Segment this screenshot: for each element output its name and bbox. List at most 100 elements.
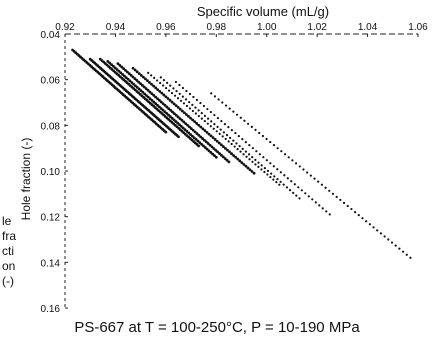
- data-point: [219, 143, 223, 147]
- data-point: [276, 178, 279, 181]
- data-point: [139, 89, 143, 93]
- data-point: [207, 149, 211, 153]
- data-point: [176, 121, 180, 125]
- data-point: [280, 150, 283, 153]
- data-point: [137, 72, 141, 75]
- data-point: [387, 238, 390, 241]
- data-point: [275, 181, 278, 184]
- x-tick-label: 0.98: [207, 22, 227, 33]
- data-point: [244, 164, 248, 168]
- data-point: [248, 144, 251, 147]
- data-point: [195, 98, 199, 102]
- data-point: [191, 103, 194, 106]
- y-tick-label: 0.08: [41, 121, 61, 132]
- data-point: [368, 223, 371, 226]
- data-point: [236, 148, 239, 151]
- data-point: [228, 107, 231, 110]
- data-point: [279, 180, 282, 183]
- data-series-6: [131, 66, 256, 175]
- data-point: [211, 136, 215, 140]
- data-point: [197, 114, 200, 118]
- data-point: [146, 88, 150, 92]
- data-point: [170, 116, 174, 120]
- data-point: [216, 116, 219, 120]
- data-point: [223, 122, 226, 126]
- data-point: [156, 88, 160, 92]
- y-axis-title-part: (-): [2, 274, 14, 288]
- data-point: [174, 113, 178, 117]
- data-point: [328, 213, 331, 216]
- data-point: [167, 107, 171, 111]
- data-point: [248, 158, 251, 161]
- data-point: [178, 107, 182, 111]
- data-point: [214, 148, 218, 152]
- data-point: [146, 79, 149, 83]
- data-series-10: [210, 92, 412, 259]
- data-point: [311, 198, 314, 201]
- y-axis-title-part: le: [2, 214, 12, 228]
- data-point: [300, 189, 303, 192]
- data-point: [199, 135, 203, 139]
- data-series-3: [98, 57, 201, 148]
- data-point: [282, 183, 285, 186]
- data-point: [383, 235, 386, 238]
- data-point: [236, 157, 240, 161]
- data-point: [239, 150, 242, 153]
- data-point: [298, 165, 301, 168]
- data-point: [178, 117, 182, 120]
- data-point: [184, 98, 188, 101]
- data-point: [294, 162, 298, 165]
- data-point: [124, 76, 128, 80]
- data-point: [203, 138, 206, 142]
- data-point: [201, 137, 204, 140]
- data-point: [164, 130, 168, 134]
- data-point: [150, 74, 153, 77]
- data-point: [243, 119, 246, 122]
- data-point: [152, 93, 156, 97]
- data-point: [178, 92, 181, 95]
- data-point: [174, 80, 178, 84]
- data-point: [230, 142, 233, 146]
- data-point: [153, 76, 156, 79]
- data-point: [350, 207, 353, 211]
- data-point: [346, 204, 349, 208]
- data-point: [185, 113, 188, 116]
- data-point: [154, 102, 158, 106]
- data-point: [193, 120, 197, 124]
- data-point: [246, 166, 250, 170]
- data-point: [198, 141, 202, 145]
- data-point: [172, 87, 175, 90]
- data-point: [215, 139, 219, 143]
- data-point: [203, 114, 207, 117]
- data-point: [260, 164, 263, 167]
- data-point: [139, 73, 143, 77]
- data-point: [123, 74, 126, 78]
- data-point: [202, 144, 205, 148]
- data-point: [309, 174, 312, 177]
- data-series-8: [159, 76, 301, 200]
- data-series-5: [116, 62, 231, 164]
- data-point: [209, 125, 212, 128]
- data-point: [219, 153, 223, 157]
- data-point: [229, 136, 232, 139]
- data-point: [203, 129, 207, 132]
- data-point: [176, 115, 180, 119]
- data-point: [144, 87, 148, 91]
- data-point: [339, 198, 342, 202]
- data-point: [154, 86, 158, 90]
- data-point: [213, 123, 216, 126]
- data-point: [215, 130, 218, 133]
- data-point: [156, 97, 159, 101]
- data-point: [142, 85, 146, 89]
- data-point: [200, 112, 203, 115]
- data-point: [187, 114, 190, 118]
- data-point: [129, 73, 133, 77]
- data-point: [254, 128, 257, 131]
- data-point: [251, 147, 254, 150]
- data-point: [235, 113, 239, 116]
- data-point: [197, 109, 200, 112]
- data-point: [189, 133, 192, 136]
- data-point: [272, 165, 275, 168]
- data-series-1: [71, 48, 168, 134]
- data-point: [254, 163, 257, 166]
